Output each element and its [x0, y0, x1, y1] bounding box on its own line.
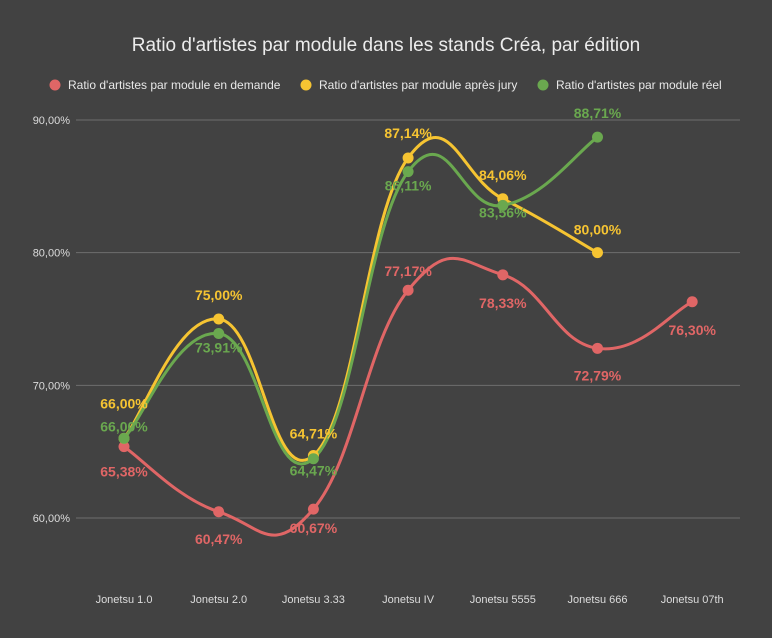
data-point — [497, 269, 509, 281]
legend-label: Ratio d'artistes par module en demande — [68, 78, 281, 92]
legend-marker — [537, 79, 549, 91]
data-point — [497, 199, 509, 211]
data-point — [686, 296, 698, 308]
series-lines — [122, 135, 694, 537]
data-label: 60,67% — [290, 520, 338, 536]
x-tick-label: Jonetsu 1.0 — [96, 594, 153, 606]
data-point — [592, 247, 603, 259]
data-point — [592, 131, 603, 143]
data-point — [118, 432, 130, 444]
data-label: 73,91% — [195, 339, 243, 355]
data-label: 60,47% — [195, 531, 243, 547]
legend-marker — [49, 79, 61, 91]
data-label: 64,47% — [290, 463, 338, 479]
data-label: 66,00% — [100, 395, 148, 411]
x-tick-label: Jonetsu 2.0 — [190, 594, 247, 606]
data-label: 66,00% — [100, 418, 148, 434]
data-label: 84,06% — [479, 167, 527, 183]
data-point — [307, 503, 319, 515]
x-tick-label: Jonetsu 07th — [661, 594, 724, 606]
x-tick-label: Jonetsu 666 — [568, 594, 628, 606]
y-axis-ticks: 60,00% 70,00% 80,00% 90,00% — [33, 115, 71, 525]
x-tick-label: Jonetsu 3.33 — [282, 594, 345, 606]
data-point — [592, 342, 603, 354]
legend-label: Ratio d'artistes par module réel — [556, 78, 722, 92]
data-point — [402, 166, 414, 178]
series-points — [118, 131, 698, 518]
legend-marker — [300, 79, 312, 91]
data-point — [213, 506, 225, 518]
data-label: 65,38% — [100, 464, 148, 480]
data-label: 83,56% — [479, 204, 527, 220]
data-point — [213, 327, 225, 339]
data-label: 88,71% — [574, 105, 622, 121]
gridlines — [76, 119, 740, 519]
data-point — [118, 441, 130, 453]
legend-label: Ratio d'artistes par module après jury — [319, 78, 517, 92]
data-label: 72,79% — [574, 367, 622, 383]
legend: Ratio d'artistes par module en demande Ra… — [49, 78, 722, 92]
data-label: 87,14% — [384, 125, 432, 141]
data-labels: 65,38% 60,47% 60,67% 77,17% 78,33% 72,79% 76,3… — [100, 105, 716, 547]
data-point — [402, 152, 414, 164]
data-label: 76,30% — [668, 322, 716, 338]
chart-title: Ratio d'artistes par module dans les sta… — [132, 35, 640, 56]
data-label: 64,71% — [290, 426, 338, 442]
data-label: 75,00% — [195, 287, 243, 303]
x-tick-label: Jonetsu 5555 — [470, 594, 536, 606]
y-tick-label: 70,00% — [33, 380, 71, 392]
data-label: 80,00% — [574, 222, 622, 238]
x-tick-label: Jonetsu IV — [382, 594, 435, 606]
x-axis-ticks: Jonetsu 1.0 Jonetsu 2.0 Jonetsu 3.33 Jonets… — [96, 594, 724, 606]
data-point — [402, 284, 414, 296]
y-tick-label: 80,00% — [33, 248, 71, 260]
data-label: 86,11% — [385, 178, 432, 194]
data-point — [307, 453, 319, 465]
y-tick-label: 60,00% — [33, 513, 71, 525]
data-label: 78,33% — [479, 295, 527, 311]
data-label: 77,17% — [384, 263, 432, 279]
data-point — [213, 313, 225, 325]
y-tick-label: 90,00% — [33, 115, 71, 127]
